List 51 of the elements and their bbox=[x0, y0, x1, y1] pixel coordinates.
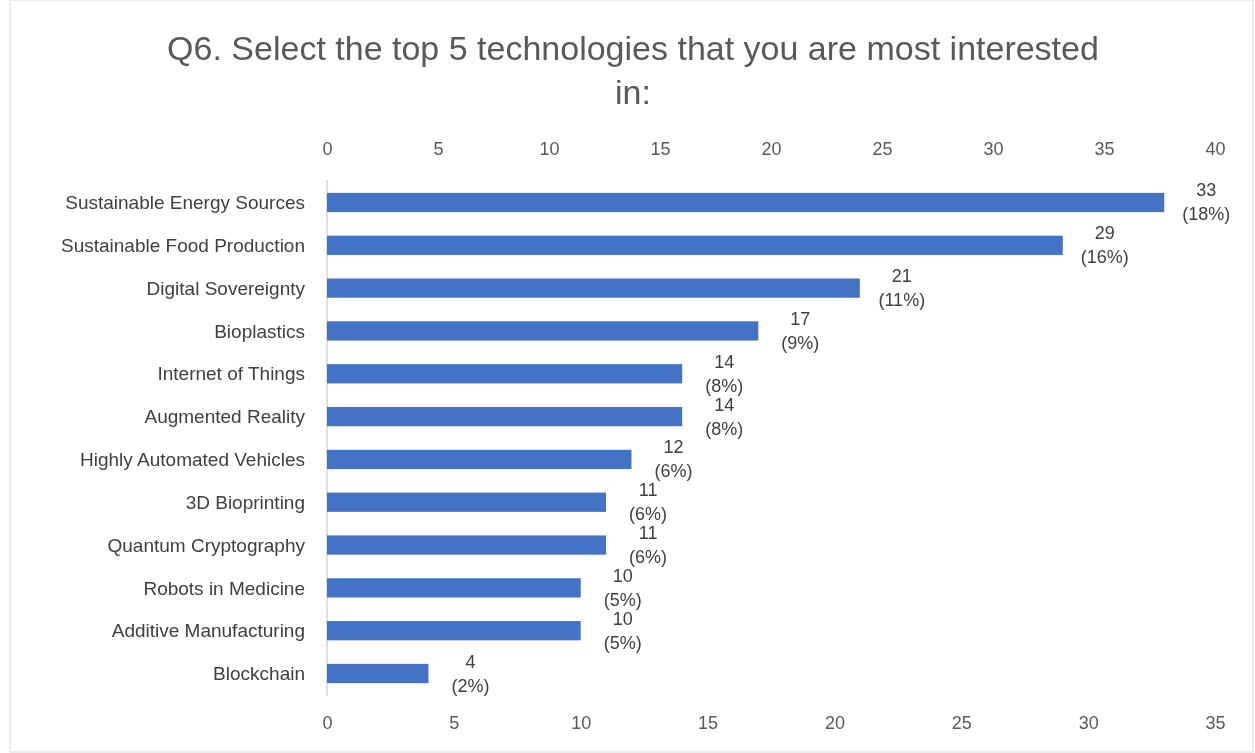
data-label: 14 (8%) bbox=[705, 351, 744, 396]
data-label: 11 (6%) bbox=[629, 480, 668, 525]
data-label: 12 (6%) bbox=[654, 437, 693, 482]
y-tick-label: Blockchain bbox=[213, 663, 305, 685]
data-label: 33 (18%) bbox=[1182, 180, 1231, 225]
bar bbox=[327, 492, 607, 512]
bar bbox=[327, 578, 581, 598]
x2-tick-label: 5 bbox=[433, 139, 444, 159]
x2-tick-label: 25 bbox=[872, 139, 893, 159]
x2-tick-label: 40 bbox=[1205, 139, 1226, 159]
bar bbox=[327, 278, 860, 298]
bar bbox=[327, 364, 683, 384]
data-label: 29 (16%) bbox=[1080, 223, 1129, 268]
y-tick-label: Sustainable Energy Sources bbox=[65, 192, 305, 214]
bar bbox=[327, 235, 1063, 255]
x2-tick-label: 30 bbox=[983, 139, 1004, 159]
x-tick-label: 10 bbox=[571, 712, 592, 733]
x2-tick-label: 35 bbox=[1094, 139, 1115, 159]
y-tick-label: 3D Bioprinting bbox=[185, 491, 305, 513]
bar bbox=[327, 449, 632, 470]
bar bbox=[327, 321, 759, 341]
y-tick-label: Sustainable Food Production bbox=[61, 234, 305, 256]
bar bbox=[327, 621, 581, 641]
x2-tick-label: 0 bbox=[322, 139, 333, 159]
x2-tick-label: 10 bbox=[539, 139, 560, 159]
y-tick-label: Quantum Cryptography bbox=[107, 534, 306, 556]
bar bbox=[327, 192, 1165, 213]
x-tick-label: 5 bbox=[449, 712, 460, 733]
bar bbox=[327, 535, 607, 555]
y-tick-label: Highly Automated Vehicles bbox=[80, 449, 305, 471]
data-label: 11 (6%) bbox=[629, 523, 668, 568]
x2-tick-label: 15 bbox=[650, 139, 671, 159]
y-tick-label: Additive Manufacturing bbox=[111, 620, 305, 642]
x-tick-label: 20 bbox=[824, 712, 845, 733]
y-tick-label: Robots in Medicine bbox=[143, 577, 305, 599]
x-tick-label: 30 bbox=[1078, 712, 1099, 733]
y-tick-label: Internet of Things bbox=[157, 363, 305, 385]
y-tick-label: Bioplastics bbox=[214, 320, 305, 342]
x-tick-label: 35 bbox=[1205, 712, 1226, 733]
data-label: 4 (2%) bbox=[451, 651, 490, 696]
chart-title: Q6. Select the top 5 technologies that you are most interested in: bbox=[167, 29, 1099, 111]
bar bbox=[327, 663, 429, 684]
bar bbox=[327, 406, 683, 427]
y-tick-label: Digital Sovereignty bbox=[146, 277, 306, 299]
x2-tick-label: 20 bbox=[761, 139, 782, 159]
x-tick-label: 15 bbox=[698, 712, 719, 733]
x-tick-label: 0 bbox=[322, 712, 333, 733]
data-label: 21 (11%) bbox=[878, 266, 926, 311]
data-label: 17 (9%) bbox=[781, 308, 820, 353]
x-tick-label: 25 bbox=[951, 712, 972, 733]
y-tick-label: Augmented Reality bbox=[144, 406, 306, 428]
